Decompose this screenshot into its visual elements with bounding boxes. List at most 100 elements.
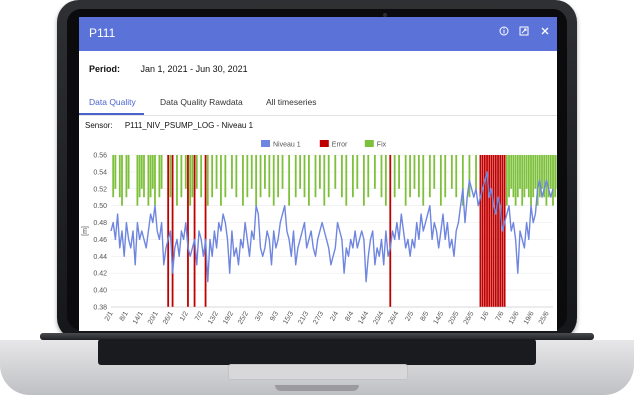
y-tick-label-7: 0.42 [93,271,107,278]
fix-bar [180,155,183,198]
fix-bar [510,155,513,189]
fix-bar [417,155,420,198]
fix-bar [461,155,464,206]
fix-bar [362,155,365,206]
x-tick-label-19: 26/4 [388,310,401,325]
x-tick-label-3: 20/1 [147,310,160,325]
data-quality-chart: Niveau 1 Error Fix 0.56 0.54 0.52 0.50 0.48 0.46… [82,140,557,326]
fix-bar [428,155,431,198]
fix-bar [554,155,557,198]
x-tick-label-2: 14/1 [132,310,145,325]
fix-bar [195,155,198,189]
camera-icon [383,13,387,17]
legend-swatch-1 [319,140,329,147]
legend-label-1: Error [332,142,348,149]
error-bar [503,155,506,307]
fix-bar [552,155,554,206]
fix-bar [514,155,517,206]
fix-bar [242,155,244,206]
y-tick-label-5: 0.46 [93,237,107,244]
fix-bar [422,155,425,206]
fix-bar [439,155,442,206]
fix-bar [541,155,543,189]
tab-all-timeseries[interactable]: All timeseries [266,97,317,107]
sensor-row: Sensor: P111_NIV_PSUMP_LOG - Niveau 1 [85,121,253,130]
fix-bar [334,155,337,189]
x-tick-label-7: 13/2 [207,310,220,325]
fix-bar [143,155,145,198]
y-tick-label-9: 0.38 [93,305,107,312]
close-icon[interactable] [538,26,552,40]
fix-bar [508,155,510,198]
fix-bar [158,155,161,198]
fix-bar [147,155,150,206]
error-bar [497,155,499,307]
x-tick-label-5: 1/2 [179,310,190,322]
fix-bar [184,155,187,189]
fix-bar [277,155,280,198]
info-icon[interactable] [497,26,511,40]
x-tick-label-9: 25/2 [237,310,250,325]
window-title: P111 [89,26,116,40]
fix-bar [112,155,115,198]
expand-icon-glyph [519,26,529,36]
error-bar [187,155,189,307]
fix-bar [505,155,508,206]
fix-bar [319,155,321,189]
fix-bar [433,155,436,189]
x-tick-label-18: 20/4 [372,310,385,325]
fix-bar [250,155,253,189]
fix-bar [519,155,521,189]
fix-bar [264,155,266,189]
y-tick-label-3: 0.50 [93,203,107,210]
fix-bar [404,155,407,206]
fix-bar [268,155,271,198]
x-tick-label-29: 25/6 [538,310,551,325]
error-bar [204,155,207,307]
legend-swatch-2 [364,140,374,147]
fix-bar [367,155,370,198]
y-tick-label-4: 0.48 [93,220,107,227]
fix-bar [393,155,396,198]
y-tick-label-1: 0.54 [93,169,107,176]
x-tick-label-14: 27/3 [312,310,325,325]
fix-bar [314,155,317,198]
x-tick-label-8: 19/2 [222,310,235,325]
x-tick-label-1: 8/1 [119,310,130,322]
legend-swatch-0 [261,140,270,147]
fix-bar [538,155,541,198]
fix-bar [549,155,552,189]
tab-data-quality-rawdata[interactable]: Data Quality Rawdata [160,97,243,107]
fix-bar [125,155,128,198]
fix-bar [151,155,154,189]
x-tick-label-12: 15/3 [282,310,295,325]
error-bar [494,155,497,307]
fix-bar [351,155,354,198]
sensor-label: Sensor: [85,121,113,130]
error-bar [488,155,491,307]
fix-bar [413,155,416,189]
trackpad [228,364,408,380]
fix-bar [534,155,537,189]
tab-data-quality[interactable]: Data Quality [89,97,136,107]
fix-bar [118,155,121,198]
fix-bar [512,155,515,198]
fix-bar [323,155,326,206]
legend-label-2: Fix [377,142,387,149]
y-axis-label: [m] [82,226,89,236]
expand-icon[interactable] [517,26,531,40]
series-line-niveau-1 [110,171,554,283]
period-label: Period: [89,64,121,74]
fix-bar [140,155,143,189]
active-tab-indicator [79,113,144,115]
fix-bar [149,155,152,198]
x-tick-label-20: 2/5 [404,310,415,322]
fix-bar [176,155,178,206]
fix-bar [136,155,139,206]
error-bar [499,155,502,307]
fix-bar [373,155,376,189]
period-value[interactable]: Jan 1, 2021 - Jun 30, 2021 [140,64,248,74]
x-tick-label-11: 9/3 [269,310,280,322]
x-tick-label-0: 2/1 [104,310,115,322]
x-tick-label-21: 8/5 [420,310,431,322]
